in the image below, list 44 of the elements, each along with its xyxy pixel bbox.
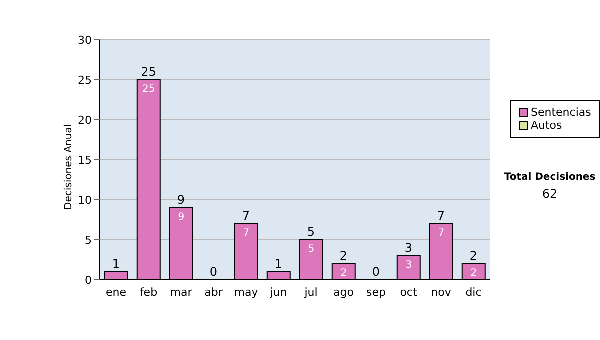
total-label: 25 <box>140 65 158 79</box>
y-tick-label: 15 <box>78 154 92 167</box>
total-label: 7 <box>436 209 446 223</box>
y-tick-label: 10 <box>78 194 92 207</box>
data-label: 2 <box>470 268 478 280</box>
x-tick-label: may <box>234 286 259 299</box>
x-tick-label: ago <box>334 286 354 299</box>
data-label: 2 <box>340 268 348 280</box>
data-label: 9 <box>178 212 185 224</box>
x-tick-label: sep <box>366 286 386 299</box>
x-tick-label: feb <box>140 286 158 299</box>
total-label: 9 <box>176 193 186 207</box>
legend-label: Autos <box>531 119 562 132</box>
total-label: 2 <box>338 249 349 263</box>
total-label: 1 <box>111 257 122 271</box>
y-tick-label: 30 <box>78 34 92 47</box>
data-label: 5 <box>308 244 315 256</box>
total-label: 3 <box>404 241 414 255</box>
x-tick-label: jul <box>304 286 318 299</box>
x-tick-label: ene <box>106 286 127 299</box>
x-tick-label: nov <box>431 286 452 299</box>
y-tick-label: 0 <box>85 274 92 287</box>
data-label: 3 <box>406 260 412 272</box>
text: Total Decisiones <box>503 172 597 183</box>
y-axis-title: Decisiones Anual <box>64 124 75 210</box>
total-label: 2 <box>468 249 479 263</box>
text: 62 <box>541 187 559 201</box>
total-label: 7 <box>241 209 252 223</box>
x-tick-label: jun <box>269 286 288 299</box>
data-label: 7 <box>438 228 445 240</box>
total-label: 5 <box>306 225 316 239</box>
y-tick-label: 20 <box>78 114 92 127</box>
x-tick-label: dic <box>466 286 482 299</box>
y-tick-label: 25 <box>78 74 92 87</box>
data-label: 7 <box>243 228 250 240</box>
x-tick-label: mar <box>170 286 193 299</box>
y-tick-label: 5 <box>85 234 92 247</box>
total-label: 0 <box>208 265 219 279</box>
total-label: 0 <box>371 265 382 279</box>
data-label: 25 <box>142 84 156 96</box>
legend-label: Sentencias <box>531 106 592 119</box>
x-tick-label: abr <box>204 286 224 299</box>
x-tick-label: oct <box>400 286 418 299</box>
total-label: 1 <box>274 257 284 271</box>
